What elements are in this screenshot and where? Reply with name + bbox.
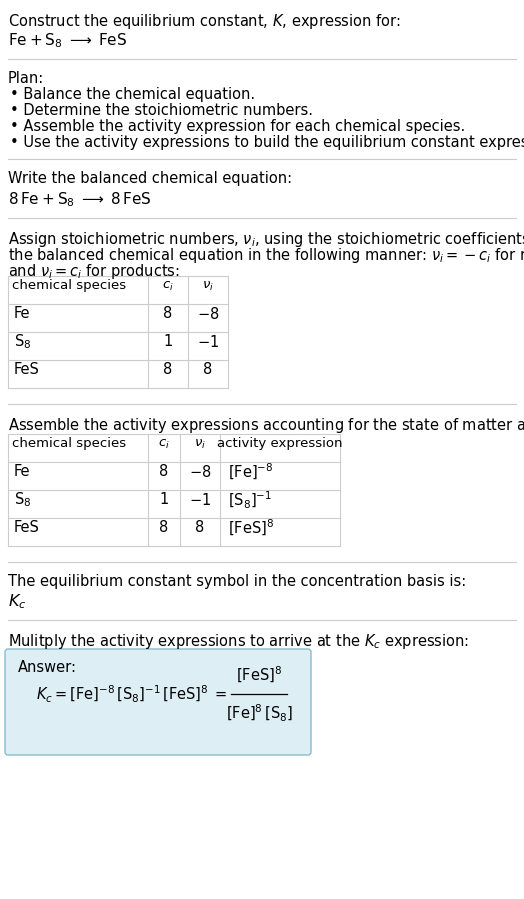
Text: the balanced chemical equation in the following manner: $\nu_i = -c_i$ for react: the balanced chemical equation in the fo… — [8, 246, 524, 265]
Text: $c_i$: $c_i$ — [158, 438, 170, 450]
Text: Fe: Fe — [14, 307, 30, 322]
Text: $K_c = [\mathrm{Fe}]^{-8}\,[\mathrm{S_8}]^{-1}\,[\mathrm{FeS}]^8 \;=\;$: $K_c = [\mathrm{Fe}]^{-8}\,[\mathrm{S_8}… — [36, 683, 227, 705]
Text: $-1$: $-1$ — [189, 492, 211, 508]
Text: $[\mathrm{S_8}]^{-1}$: $[\mathrm{S_8}]^{-1}$ — [228, 489, 272, 511]
Text: Fe: Fe — [14, 465, 30, 479]
Text: FeS: FeS — [14, 362, 40, 378]
Text: Assign stoichiometric numbers, $\nu_i$, using the stoichiometric coefficients, $: Assign stoichiometric numbers, $\nu_i$, … — [8, 230, 524, 249]
Text: 8: 8 — [163, 362, 172, 378]
Text: Assemble the activity expressions accounting for the state of matter and $\nu_i$: Assemble the activity expressions accoun… — [8, 416, 524, 435]
Text: • Determine the stoichiometric numbers.: • Determine the stoichiometric numbers. — [10, 103, 313, 118]
Text: $\nu_i$: $\nu_i$ — [194, 438, 206, 450]
Text: 8: 8 — [159, 521, 169, 536]
Text: chemical species: chemical species — [12, 438, 126, 450]
Text: • Balance the chemical equation.: • Balance the chemical equation. — [10, 87, 255, 102]
Text: Mulitply the activity expressions to arrive at the $K_c$ expression:: Mulitply the activity expressions to arr… — [8, 632, 469, 651]
Text: $\mathrm{S_8}$: $\mathrm{S_8}$ — [14, 491, 31, 510]
Text: $K_c$: $K_c$ — [8, 592, 26, 610]
Text: $-8$: $-8$ — [196, 306, 219, 322]
Text: $-1$: $-1$ — [197, 334, 219, 350]
Text: Answer:: Answer: — [18, 660, 77, 675]
Text: $8\,\mathrm{Fe} + \mathrm{S_8} \;\longrightarrow\; 8\,\mathrm{FeS}$: $8\,\mathrm{Fe} + \mathrm{S_8} \;\longri… — [8, 190, 151, 209]
Text: • Assemble the activity expression for each chemical species.: • Assemble the activity expression for e… — [10, 119, 465, 134]
Text: • Use the activity expressions to build the equilibrium constant expression.: • Use the activity expressions to build … — [10, 135, 524, 150]
Text: 1: 1 — [163, 334, 172, 350]
Text: $-8$: $-8$ — [189, 464, 211, 480]
Text: $c_i$: $c_i$ — [162, 280, 174, 292]
Text: $[\mathrm{FeS}]^{8}$: $[\mathrm{FeS}]^{8}$ — [228, 518, 274, 539]
Text: 8: 8 — [163, 307, 172, 322]
Text: The equilibrium constant symbol in the concentration basis is:: The equilibrium constant symbol in the c… — [8, 574, 466, 589]
Text: $[\mathrm{Fe}]^8\,[\mathrm{S_8}]$: $[\mathrm{Fe}]^8\,[\mathrm{S_8}]$ — [225, 703, 292, 724]
Text: Construct the equilibrium constant, $K$, expression for:: Construct the equilibrium constant, $K$,… — [8, 12, 401, 31]
Text: $[\mathrm{Fe}]^{-8}$: $[\mathrm{Fe}]^{-8}$ — [228, 462, 274, 482]
Text: 8: 8 — [195, 521, 205, 536]
Text: activity expression: activity expression — [217, 438, 343, 450]
Text: $\mathrm{Fe} + \mathrm{S_8} \;\longrightarrow\; \mathrm{FeS}$: $\mathrm{Fe} + \mathrm{S_8} \;\longright… — [8, 31, 127, 49]
Text: 8: 8 — [203, 362, 213, 378]
Text: FeS: FeS — [14, 521, 40, 536]
Text: $\mathrm{S_8}$: $\mathrm{S_8}$ — [14, 333, 31, 352]
Text: and $\nu_i = c_i$ for products:: and $\nu_i = c_i$ for products: — [8, 262, 180, 281]
FancyBboxPatch shape — [5, 649, 311, 755]
Text: $[\mathrm{FeS}]^8$: $[\mathrm{FeS}]^8$ — [236, 665, 282, 685]
Text: $\nu_i$: $\nu_i$ — [202, 280, 214, 292]
Text: 1: 1 — [159, 493, 169, 508]
Text: 8: 8 — [159, 465, 169, 479]
Text: Write the balanced chemical equation:: Write the balanced chemical equation: — [8, 171, 292, 186]
Text: chemical species: chemical species — [12, 280, 126, 292]
Text: Plan:: Plan: — [8, 71, 44, 86]
